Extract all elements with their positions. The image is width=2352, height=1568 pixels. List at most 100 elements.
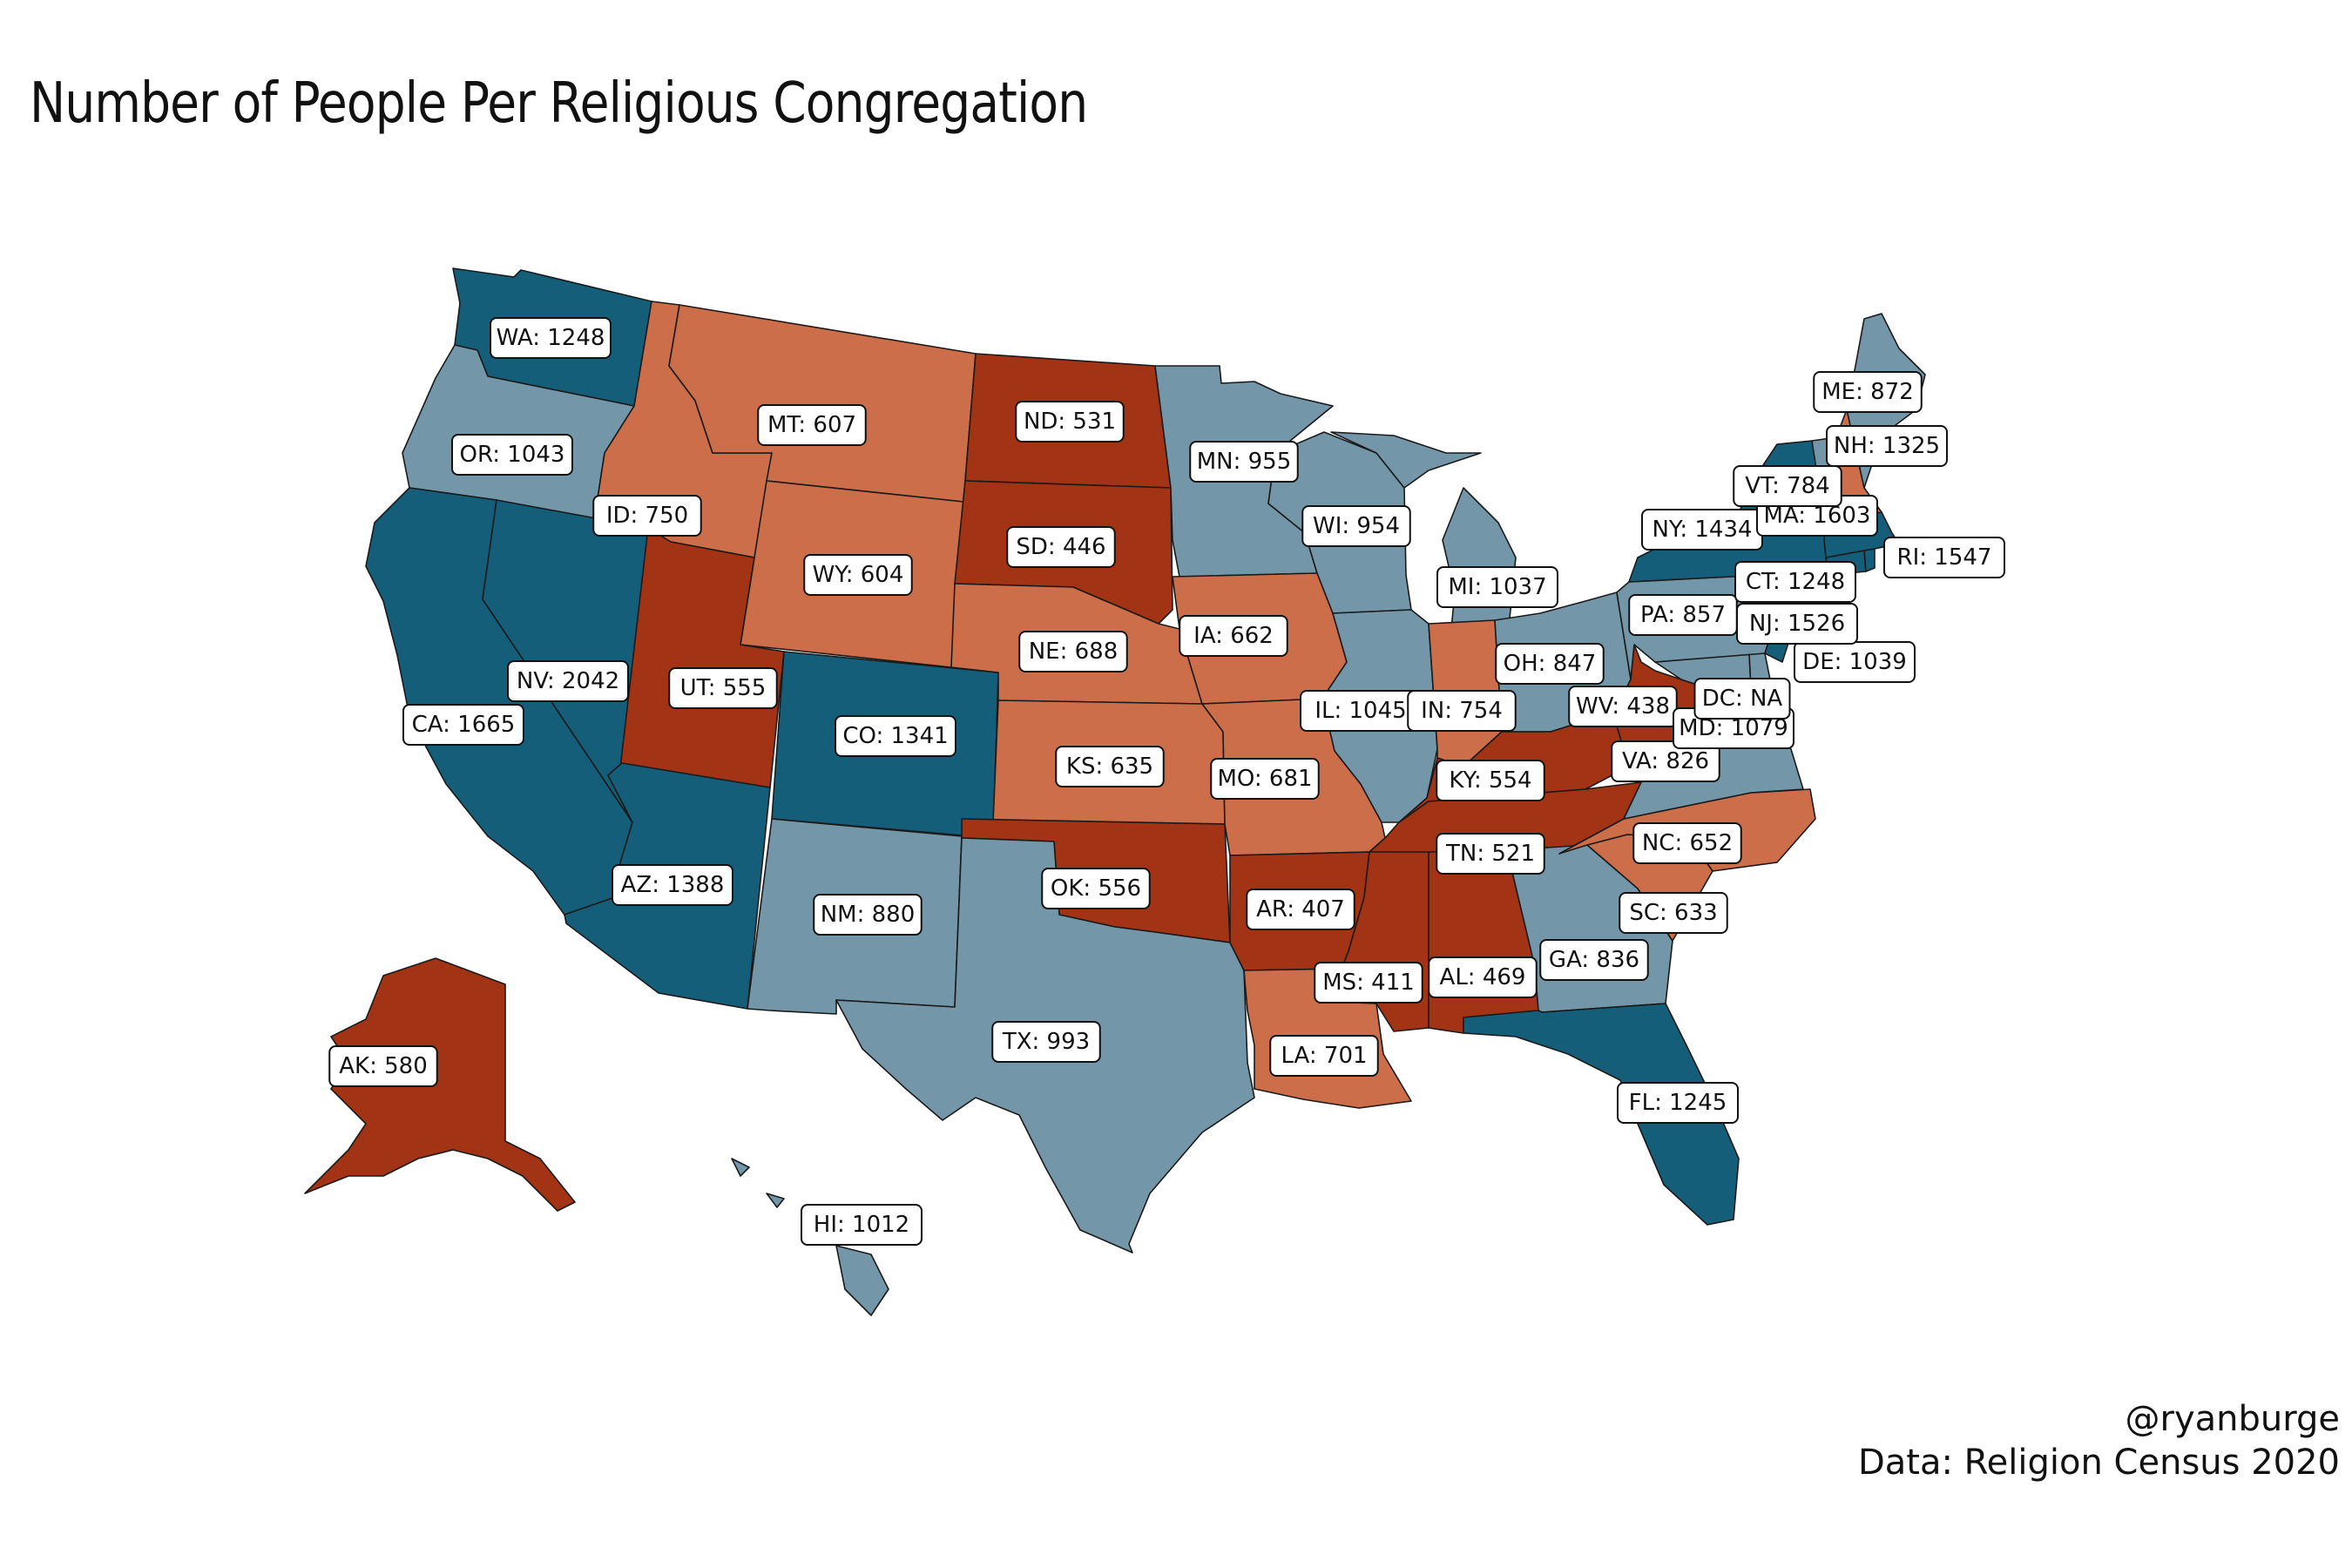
state-label-ak: AK: 580 — [328, 1045, 438, 1087]
state-label-dc: DC: NA — [1693, 678, 1791, 720]
state-fl — [1463, 1003, 1740, 1226]
state-label-text: VA: 826 — [1622, 748, 1709, 774]
state-label-tx: TX: 993 — [991, 1021, 1101, 1063]
state-label-il: IL: 1045 — [1300, 690, 1422, 732]
state-label-mo: MO: 681 — [1210, 758, 1320, 800]
state-label-text: AK: 580 — [339, 1053, 428, 1079]
state-label-wa: WA: 1248 — [490, 317, 612, 359]
state-label-text: ND: 531 — [1024, 409, 1116, 435]
state-label-text: NE: 688 — [1029, 639, 1119, 665]
state-label-ia: IA: 662 — [1179, 615, 1288, 657]
state-ri — [1863, 548, 1876, 572]
state-label-text: AZ: 1388 — [621, 872, 725, 898]
state-label-mn: MN: 955 — [1189, 441, 1299, 483]
state-label-text: WY: 604 — [813, 562, 904, 588]
map-title: Number of People Per Religious Congregat… — [30, 71, 1088, 136]
state-label-text: MO: 681 — [1217, 766, 1312, 792]
state-label-nh: NH: 1325 — [1826, 425, 1948, 467]
state-label-pa: PA: 857 — [1628, 594, 1738, 636]
state-label-text: AL: 469 — [1440, 964, 1526, 990]
state-label-me: ME: 872 — [1813, 371, 1923, 413]
state-label-text: WA: 1248 — [497, 325, 605, 351]
state-label-nd: ND: 531 — [1015, 401, 1125, 443]
state-label-wv: WV: 438 — [1568, 686, 1678, 727]
state-label-text: CA: 1665 — [412, 712, 516, 738]
state-label-vt: VT: 784 — [1733, 465, 1842, 507]
state-label-az: AZ: 1388 — [612, 864, 733, 906]
state-label-text: NJ: 1526 — [1749, 611, 1845, 637]
state-label-co: CO: 1341 — [835, 715, 956, 757]
state-label-text: DE: 1039 — [1802, 649, 1907, 675]
credit-source: Data: Religion Census 2020 — [1857, 1443, 2340, 1483]
state-label-text: NM: 880 — [821, 902, 916, 928]
state-shapes — [304, 267, 1926, 1316]
state-label-or: OR: 1043 — [451, 434, 573, 476]
state-label-ne: NE: 688 — [1018, 631, 1128, 672]
state-label-ga: GA: 836 — [1539, 939, 1649, 981]
state-label-text: SD: 446 — [1016, 534, 1105, 560]
state-label-text: TX: 993 — [1002, 1029, 1090, 1055]
state-label-text: OH: 847 — [1504, 651, 1597, 677]
state-label-hi: HI: 1012 — [801, 1204, 923, 1246]
state-label-ca: CA: 1665 — [402, 704, 524, 746]
state-label-de: DE: 1039 — [1794, 641, 1916, 683]
state-label-text: IN: 754 — [1421, 698, 1503, 724]
state-label-text: CO: 1341 — [842, 723, 948, 749]
state-label-ks: KS: 635 — [1055, 746, 1165, 787]
state-label-text: WI: 954 — [1313, 513, 1400, 539]
state-label-text: LA: 701 — [1281, 1043, 1367, 1069]
state-label-text: GA: 836 — [1549, 947, 1639, 973]
state-label-text: DC: NA — [1702, 686, 1783, 712]
state-label-text: NY: 1434 — [1652, 517, 1752, 543]
state-label-id: ID: 750 — [592, 495, 702, 537]
state-label-tn: TN: 521 — [1436, 833, 1545, 875]
state-label-in: IN: 754 — [1407, 690, 1517, 732]
state-label-ms: MS: 411 — [1314, 962, 1423, 1004]
state-label-text: NH: 1325 — [1834, 433, 1940, 459]
credit-handle: @ryanburge — [2125, 1399, 2340, 1439]
state-label-text: SC: 633 — [1629, 900, 1717, 926]
state-label-text: MN: 955 — [1197, 449, 1292, 475]
state-label-nj: NJ: 1526 — [1736, 603, 1858, 645]
state-label-text: MI: 1037 — [1448, 574, 1546, 600]
state-label-fl: FL: 1245 — [1617, 1082, 1739, 1124]
state-label-nc: NC: 652 — [1632, 822, 1742, 864]
state-label-text: HI: 1012 — [814, 1212, 909, 1238]
state-label-nm: NM: 880 — [813, 894, 923, 936]
state-label-text: IA: 662 — [1193, 623, 1274, 649]
state-label-ri: RI: 1547 — [1883, 537, 2005, 578]
state-label-la: LA: 701 — [1269, 1035, 1379, 1077]
state-label-text: UT: 555 — [680, 675, 767, 701]
state-label-mi: MI: 1037 — [1436, 566, 1558, 608]
state-label-text: TN: 521 — [1445, 841, 1535, 867]
state-label-va: VA: 826 — [1611, 740, 1720, 782]
state-label-ar: AR: 407 — [1246, 889, 1355, 930]
state-label-oh: OH: 847 — [1495, 643, 1605, 685]
state-label-nv: NV: 2042 — [507, 660, 629, 702]
credit-block: @ryanburge Data: Religion Census 2020 — [1858, 1397, 2340, 1484]
state-label-text: FL: 1245 — [1629, 1090, 1727, 1116]
state-label-text: RI: 1547 — [1897, 544, 1992, 571]
state-label-text: OR: 1043 — [460, 442, 565, 468]
state-label-ky: KY: 554 — [1436, 760, 1545, 801]
state-label-text: VT: 784 — [1745, 473, 1829, 499]
state-label-text: NV: 2042 — [517, 668, 619, 694]
state-label-text: WV: 438 — [1576, 693, 1670, 720]
state-label-text: AR: 407 — [1256, 896, 1345, 923]
state-label-ct: CT: 1248 — [1734, 561, 1856, 603]
state-label-ut: UT: 555 — [668, 667, 778, 709]
state-label-text: IL: 1045 — [1315, 698, 1406, 724]
state-label-sd: SD: 446 — [1006, 526, 1116, 568]
state-label-ny: NY: 1434 — [1641, 509, 1763, 551]
state-label-wy: WY: 604 — [803, 554, 913, 596]
state-label-al: AL: 469 — [1428, 956, 1538, 998]
state-label-text: NC: 652 — [1642, 830, 1733, 856]
state-label-text: OK: 556 — [1051, 875, 1141, 902]
state-label-text: ID: 750 — [606, 503, 688, 529]
state-label-ok: OK: 556 — [1041, 868, 1151, 909]
state-label-text: ME: 872 — [1821, 379, 1914, 405]
state-label-wi: WI: 954 — [1301, 505, 1411, 547]
state-label-text: KY: 554 — [1449, 767, 1531, 794]
